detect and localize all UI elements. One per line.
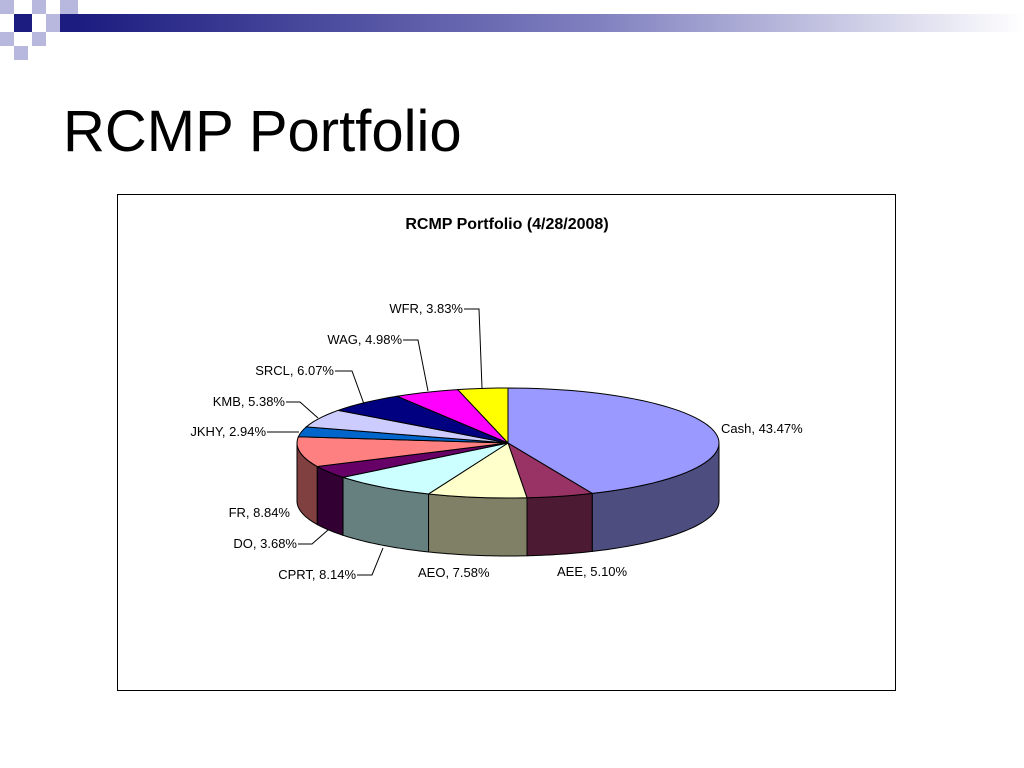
pie-slice-aee	[507, 441, 594, 499]
pie-slice-wfr	[456, 387, 509, 445]
leader-line-wag	[403, 339, 429, 392]
pie-slice-srcl	[336, 395, 509, 444]
corner-decoration	[0, 0, 1024, 60]
slice-label-srcl: SRCL, 6.07%	[255, 363, 334, 378]
decoration-square	[60, 14, 78, 32]
decoration-square	[46, 14, 60, 32]
leader-line-srcl	[335, 370, 365, 405]
pie-slice-side-do	[316, 465, 344, 536]
pie-slice-side-aeo	[428, 493, 528, 557]
slice-label-cash: Cash, 43.47%	[721, 421, 803, 436]
slice-label-aee: AEE, 5.10%	[557, 564, 628, 579]
decoration-square	[14, 46, 28, 60]
slide-title: RCMP Portfolio	[63, 99, 462, 164]
decoration-square	[32, 32, 46, 46]
decoration-square	[14, 14, 32, 32]
slice-label-wag: WAG, 4.98%	[327, 332, 402, 347]
decoration-square	[0, 32, 14, 46]
chart-title: RCMP Portfolio (4/28/2008)	[405, 216, 608, 233]
leader-line-kmb	[286, 401, 319, 419]
slice-label-do: DO, 3.68%	[233, 536, 297, 551]
pie-slice-fr	[296, 436, 509, 468]
pie-slice-cash	[507, 387, 720, 494]
pie-slice-aeo	[427, 442, 528, 499]
pie-slices	[296, 387, 720, 557]
decoration-square	[60, 0, 78, 14]
decoration-square	[32, 0, 46, 14]
leader-line-do	[298, 529, 329, 545]
slice-label-cprt: CPRT, 8.14%	[278, 567, 356, 582]
slice-label-jkhy: JKHY, 2.94%	[190, 424, 266, 439]
decoration-square	[0, 0, 14, 14]
pie-slice-side-aee	[526, 492, 593, 557]
slice-label-aeo: AEO, 7.58%	[418, 565, 490, 580]
slice-label-kmb: KMB, 5.38%	[213, 394, 286, 409]
decoration-gradient-bar	[78, 14, 1024, 32]
pie-slice-kmb	[304, 409, 509, 444]
pie-slice-wag	[395, 389, 509, 444]
slice-label-fr: FR, 8.84%	[229, 505, 291, 520]
slice-label-wfr: WFR, 3.83%	[389, 301, 463, 316]
pie-labels: Cash, 43.47% AEE, 5.10% AEO, 7.58% CPRT, 8.…	[190, 301, 803, 582]
leader-line-cprt	[357, 547, 384, 576]
leader-line-wfr	[464, 308, 483, 389]
pie-slice-cprt	[341, 442, 509, 495]
